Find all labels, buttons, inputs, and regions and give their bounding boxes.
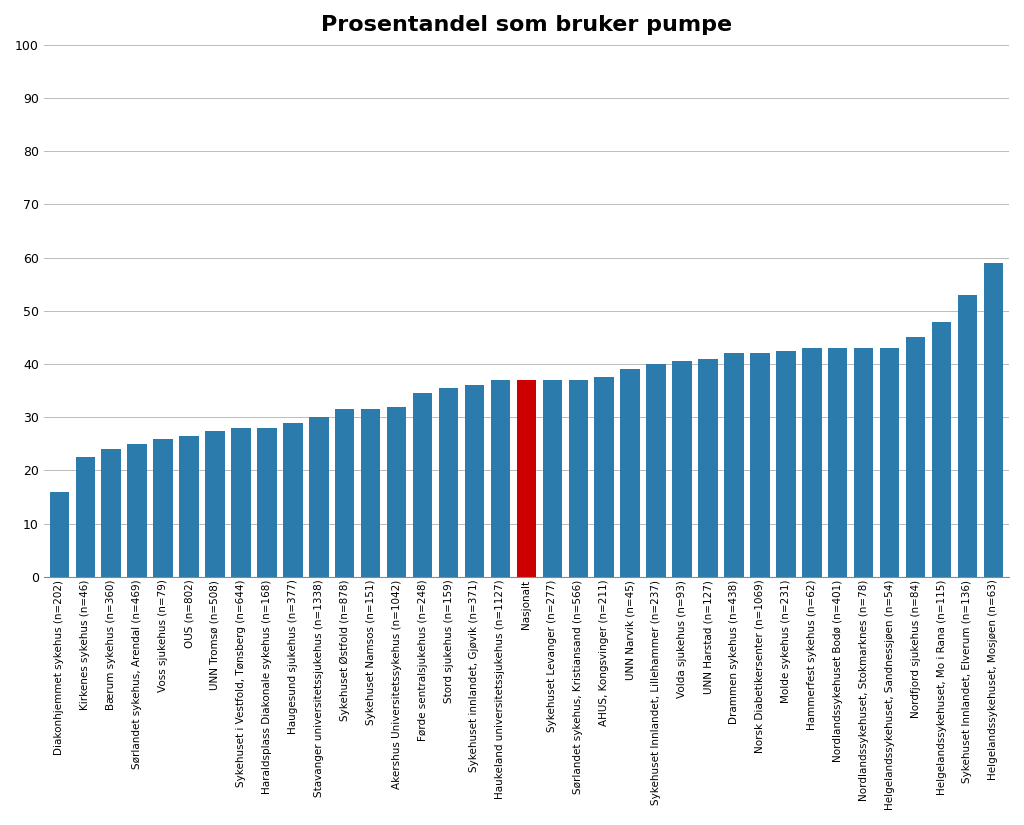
Bar xyxy=(957,295,977,577)
Bar xyxy=(646,364,666,577)
Bar xyxy=(179,436,199,577)
Bar xyxy=(828,348,848,577)
Bar xyxy=(76,457,95,577)
Bar xyxy=(984,263,1004,577)
Bar xyxy=(283,422,302,577)
Bar xyxy=(595,377,614,577)
Bar xyxy=(439,388,459,577)
Bar xyxy=(335,409,354,577)
Bar xyxy=(906,337,926,577)
Bar xyxy=(101,449,121,577)
Bar xyxy=(127,444,146,577)
Bar xyxy=(932,322,951,577)
Bar xyxy=(154,439,173,577)
Bar xyxy=(698,359,718,577)
Bar xyxy=(387,407,407,577)
Bar xyxy=(543,380,562,577)
Bar xyxy=(257,428,276,577)
Bar xyxy=(465,385,484,577)
Bar xyxy=(360,409,380,577)
Bar xyxy=(49,492,69,577)
Title: Prosentandel som bruker pumpe: Prosentandel som bruker pumpe xyxy=(321,15,732,35)
Bar xyxy=(205,431,224,577)
Bar xyxy=(802,348,821,577)
Bar xyxy=(413,394,432,577)
Bar xyxy=(568,380,588,577)
Bar xyxy=(309,417,329,577)
Bar xyxy=(776,351,796,577)
Bar xyxy=(751,353,770,577)
Bar xyxy=(231,428,251,577)
Bar xyxy=(880,348,899,577)
Bar xyxy=(490,380,510,577)
Bar xyxy=(621,370,640,577)
Bar xyxy=(854,348,873,577)
Bar xyxy=(724,353,743,577)
Bar xyxy=(517,380,537,577)
Bar xyxy=(673,361,692,577)
